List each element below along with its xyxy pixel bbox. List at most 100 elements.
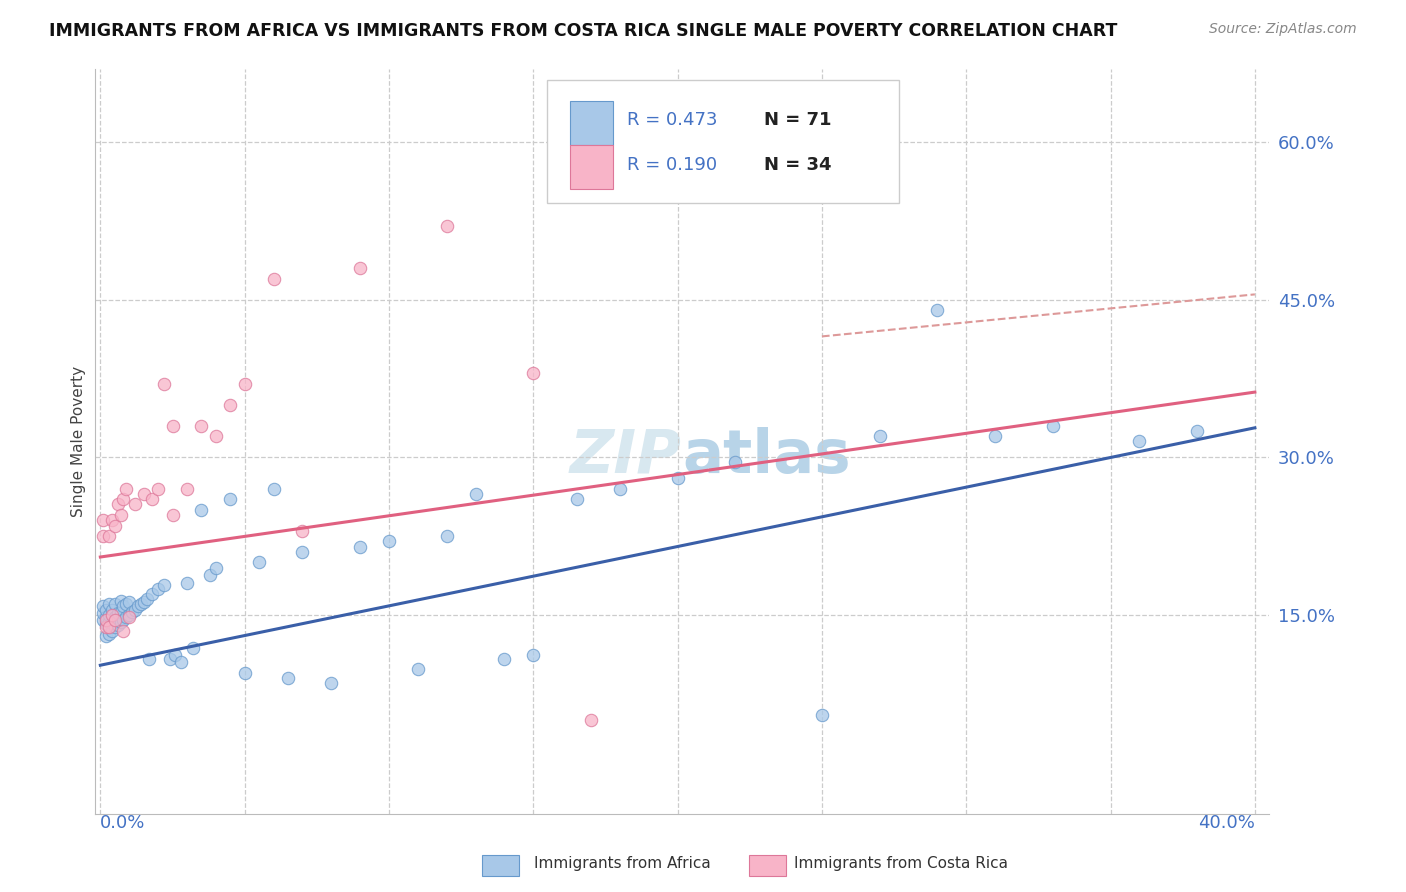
Point <box>263 271 285 285</box>
Point <box>170 655 193 669</box>
Text: Immigrants from Africa: Immigrants from Africa <box>534 856 711 871</box>
Point <box>378 534 401 549</box>
Point <box>869 429 891 443</box>
Point <box>112 599 135 614</box>
Point <box>198 567 221 582</box>
Point <box>579 713 602 727</box>
Point <box>112 624 135 638</box>
Point <box>91 599 114 614</box>
Point <box>153 376 176 391</box>
Point <box>118 610 141 624</box>
Point <box>141 492 163 507</box>
Point <box>522 648 544 662</box>
Text: IMMIGRANTS FROM AFRICA VS IMMIGRANTS FROM COSTA RICA SINGLE MALE POVERTY CORRELA: IMMIGRANTS FROM AFRICA VS IMMIGRANTS FRO… <box>49 22 1118 40</box>
Point <box>110 605 132 619</box>
Point <box>247 555 270 569</box>
Point <box>522 366 544 380</box>
Point <box>565 492 588 507</box>
Text: ZIP: ZIP <box>569 427 682 486</box>
Point <box>349 540 371 554</box>
Text: N = 71: N = 71 <box>765 111 832 129</box>
Point <box>219 492 242 507</box>
Point <box>1128 434 1150 449</box>
Point <box>190 502 212 516</box>
Point <box>141 587 163 601</box>
Point <box>291 545 314 559</box>
Point <box>91 613 114 627</box>
Point <box>94 629 117 643</box>
Point <box>101 513 124 527</box>
Text: atlas: atlas <box>682 427 851 486</box>
Point <box>98 620 121 634</box>
Point <box>219 398 242 412</box>
Point <box>811 707 834 722</box>
Point <box>104 620 127 634</box>
Point <box>98 529 121 543</box>
Point <box>263 482 285 496</box>
Point <box>115 482 138 496</box>
Point <box>277 671 299 685</box>
Point <box>94 617 117 632</box>
Point <box>101 607 124 622</box>
Point <box>94 613 117 627</box>
Text: 0.0%: 0.0% <box>100 814 146 832</box>
Point <box>291 524 314 538</box>
Point <box>181 641 204 656</box>
Point <box>190 418 212 433</box>
FancyBboxPatch shape <box>547 79 900 202</box>
Point <box>104 613 127 627</box>
Point <box>146 482 169 496</box>
Point <box>112 492 135 507</box>
Point <box>204 560 226 574</box>
Point <box>110 594 132 608</box>
Point <box>436 219 458 233</box>
Point <box>107 606 129 620</box>
Point <box>110 508 132 522</box>
Point <box>165 648 187 662</box>
Point <box>94 602 117 616</box>
Point <box>159 652 181 666</box>
Point <box>138 652 160 666</box>
Point <box>233 376 256 391</box>
Point <box>124 602 146 616</box>
Point <box>104 597 127 611</box>
Y-axis label: Single Male Poverty: Single Male Poverty <box>72 366 86 517</box>
Point <box>101 602 124 616</box>
Point <box>101 624 124 638</box>
Point <box>107 498 129 512</box>
Point <box>98 615 121 629</box>
Point <box>127 599 149 614</box>
Point <box>132 595 155 609</box>
Point <box>115 597 138 611</box>
Point <box>104 518 127 533</box>
Point <box>132 487 155 501</box>
Point <box>115 610 138 624</box>
Point <box>984 429 1007 443</box>
Point <box>146 582 169 596</box>
Point <box>112 613 135 627</box>
Point <box>176 482 198 496</box>
Point <box>121 605 143 619</box>
Point <box>104 610 127 624</box>
Point <box>162 508 184 522</box>
Point <box>724 455 747 469</box>
Point <box>1185 424 1208 438</box>
FancyBboxPatch shape <box>571 101 613 145</box>
Point <box>94 610 117 624</box>
Point <box>98 597 121 611</box>
Point <box>135 592 157 607</box>
Point <box>118 607 141 622</box>
Point <box>494 652 516 666</box>
Text: Source: ZipAtlas.com: Source: ZipAtlas.com <box>1209 22 1357 37</box>
Point <box>153 578 176 592</box>
Text: R = 0.473: R = 0.473 <box>627 111 717 129</box>
Point <box>233 665 256 680</box>
Point <box>91 606 114 620</box>
Point <box>118 595 141 609</box>
Point <box>176 576 198 591</box>
Point <box>98 607 121 622</box>
Point <box>927 303 949 318</box>
Point <box>349 261 371 276</box>
Point <box>98 626 121 640</box>
Point <box>124 498 146 512</box>
